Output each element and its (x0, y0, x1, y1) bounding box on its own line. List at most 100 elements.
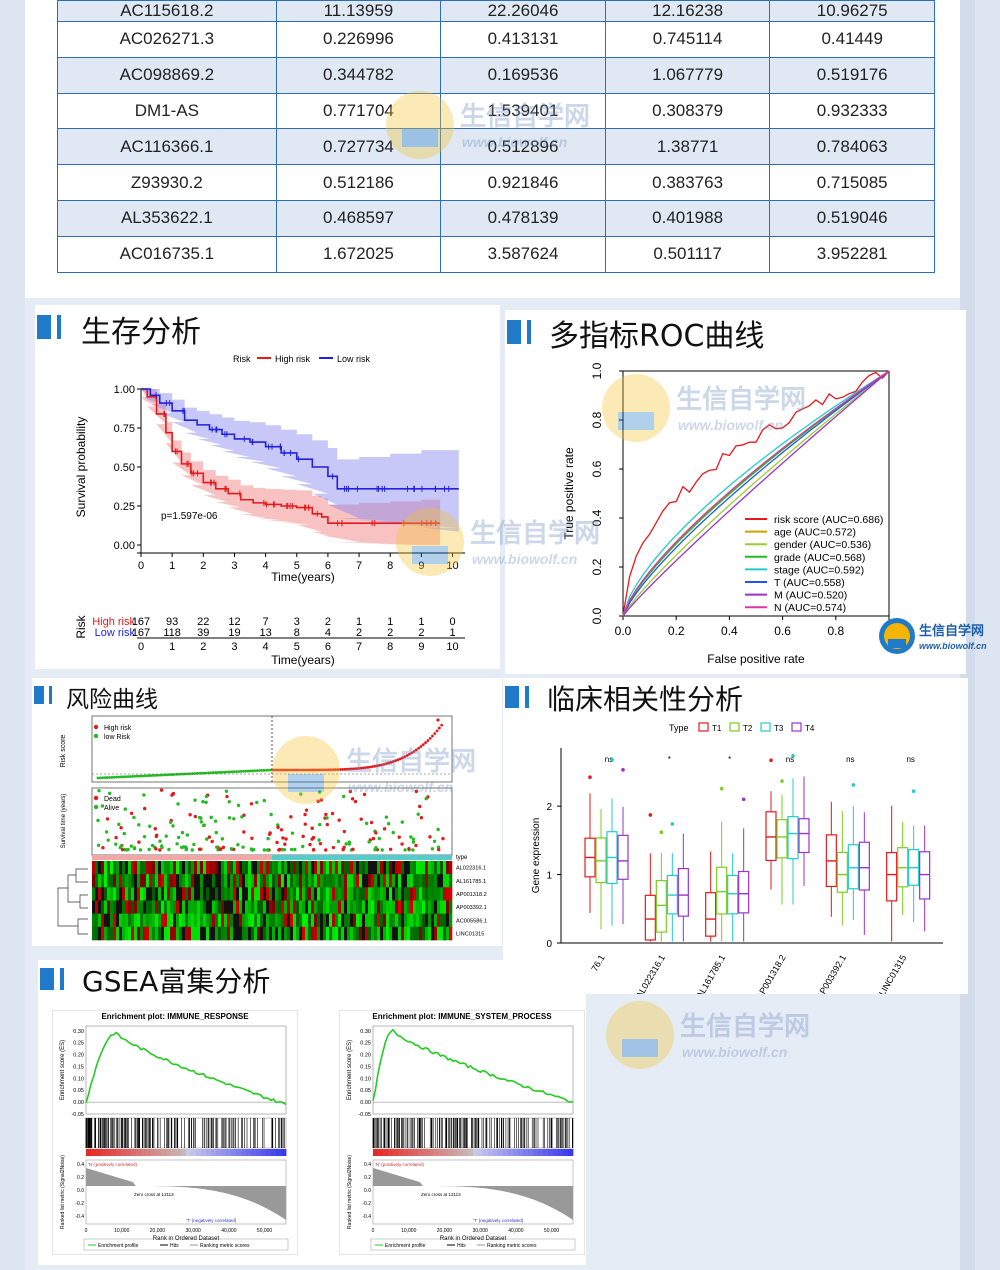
biowolf-logo: 生信自学网 www.biowolf.cn (877, 615, 995, 657)
km-y-tick-label: 0.00 (114, 540, 135, 552)
survival-time-point (137, 840, 141, 844)
heatmap-cell (269, 861, 273, 875)
heatmap-cell (299, 926, 303, 941)
heatmap-cell (293, 874, 297, 888)
heatmap-cell (302, 926, 306, 941)
heatmap-cell (335, 861, 339, 875)
heatmap-cell (134, 861, 138, 875)
gsea-x-tick-label: 40,000 (221, 1228, 237, 1234)
km-x-label: Time(years) (271, 570, 335, 584)
survival-time-point (142, 793, 146, 797)
risk-score-point (271, 768, 275, 772)
heatmap-cell (197, 913, 201, 928)
heatmap-cell (122, 887, 126, 901)
risk-score-point (322, 768, 326, 772)
risk-score-point (343, 767, 347, 771)
survival-time-frame (91, 787, 453, 856)
gsea-rank-gradient (131, 1149, 137, 1156)
risk-score-point (410, 751, 414, 755)
heatmap-cell (116, 861, 120, 875)
heatmap-cell (269, 900, 273, 914)
heatmap-cell (164, 926, 168, 941)
gsea-rank-gradient (96, 1149, 102, 1156)
risk-score-point (396, 758, 400, 762)
roc-legend-label: grade (AUC=0.568) (774, 552, 865, 564)
heatmap-cell (344, 874, 348, 888)
heatmap-cell (293, 900, 297, 914)
risk-score-point (281, 768, 284, 772)
heatmap-cell (431, 900, 435, 914)
heatmap-cell (152, 900, 156, 914)
gsea-rank-gradient (261, 1149, 267, 1156)
gsea-metric-tick-label: 0.2 (77, 1175, 84, 1181)
gsea-rank-gradient (206, 1149, 212, 1156)
survival-time-point (158, 839, 162, 843)
box-y-tick-label: 2 (546, 802, 552, 813)
gsea-es-tick-label: 0.20 (73, 1053, 84, 1059)
heatmap-cell (347, 887, 351, 901)
heatmap-cell (371, 900, 375, 914)
risk-score-point (188, 772, 192, 776)
heatmap-cell (335, 913, 339, 928)
heatmap-cell (101, 926, 105, 941)
heatmap-cell (386, 887, 390, 901)
heatmap-cell (104, 926, 108, 941)
heatmap-cell (215, 874, 219, 888)
survival-time-point (108, 791, 112, 795)
risk-score-point (294, 768, 298, 772)
heatmap-cell (329, 900, 333, 914)
heatmap-cell (239, 887, 243, 901)
roc-y-tick-label: 0.6 (590, 460, 604, 477)
heatmap-cell (92, 926, 96, 941)
heatmap-cell (407, 874, 411, 888)
survival-time-point (220, 837, 225, 841)
heatmap-cell (185, 926, 189, 941)
heatmap-cell (242, 913, 246, 928)
heatmap-cell (173, 874, 177, 888)
heatmap-cell (335, 900, 339, 914)
heatmap-cell (359, 913, 363, 928)
risk-score-point (301, 768, 305, 772)
heatmap-cell (410, 900, 414, 914)
heatmap-cell (416, 913, 420, 928)
risk-score-point (151, 774, 155, 777)
risk-score-point (237, 770, 241, 773)
roc-curve (622, 370, 890, 617)
heatmap-cell (197, 861, 201, 875)
heatmap-cell (173, 900, 177, 914)
heatmap-cell (248, 900, 252, 914)
heatmap-cell (371, 874, 375, 888)
riskcurve-panel: 风险曲线 Risk score High risk low Risk Survival… (32, 678, 502, 946)
heatmap-cell (296, 874, 300, 888)
survival-time-point (414, 843, 418, 848)
risk-table-value: 167 (132, 627, 150, 639)
heatmap-cell (410, 926, 414, 941)
heatmap-cell (317, 861, 321, 875)
heatmap-cell (233, 926, 237, 941)
box-legend-swatch (698, 722, 709, 732)
heatmap-cell (194, 861, 198, 875)
heatmap-cell (149, 874, 153, 888)
heatmap-cell (209, 874, 213, 888)
heatmap-cell (152, 861, 156, 875)
value-cell: 11.13959 (275, 0, 442, 22)
box-body (919, 851, 931, 900)
risk-score-point (228, 770, 231, 774)
survival-time-point (303, 812, 307, 817)
survival-time-point (416, 812, 420, 816)
heatmap-cell (137, 887, 141, 901)
value-cell: 3.587624 (440, 235, 606, 273)
heatmap-cell (281, 900, 285, 914)
heatmap-cell (161, 913, 165, 928)
heatmap-cell (95, 926, 99, 941)
risk-table-tick-label: 3 (231, 641, 237, 653)
heatmap-cell (149, 887, 153, 901)
survival-time-point (123, 807, 127, 811)
survival-time-point (348, 789, 353, 794)
heatmap-cell (110, 900, 114, 914)
heatmap-cell (251, 900, 255, 914)
heatmap-cell (140, 887, 144, 901)
box-gene-label: LINC01315 (877, 953, 908, 994)
risk-score-point (308, 768, 312, 772)
roc-y-tick-label: 0.4 (590, 509, 604, 526)
